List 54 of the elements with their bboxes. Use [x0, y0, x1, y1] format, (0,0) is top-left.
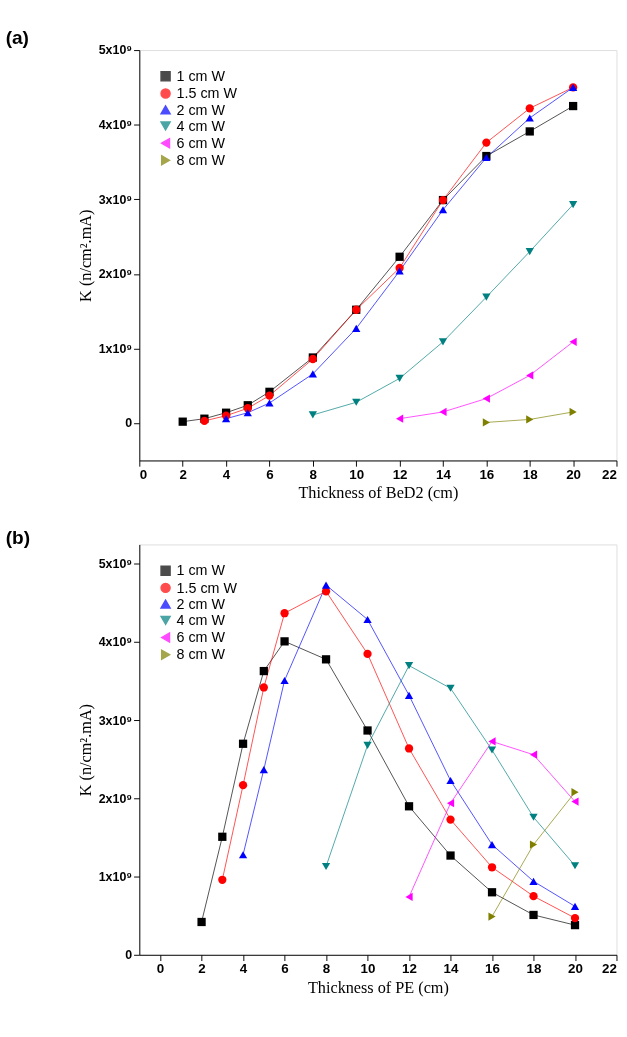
legend-label: 2 cm W: [176, 595, 226, 612]
legend-label: 1 cm W: [176, 68, 226, 85]
y-tick-label: 2x10⁹: [98, 267, 133, 282]
chart-title: (b): [5, 527, 31, 549]
x-tick-label: 4: [239, 961, 248, 977]
legend-label: 6 cm W: [176, 629, 226, 646]
legend-label: 1 cm W: [176, 562, 226, 579]
chart-title: (a): [5, 27, 29, 49]
x-axis-title: Thickness of PE (cm): [307, 978, 449, 997]
x-tick-label: 12: [392, 467, 408, 483]
x-tick-label: 18: [522, 467, 539, 483]
legend-label: 1.5 cm W: [176, 579, 238, 596]
y-tick-label: 0: [125, 416, 133, 431]
legend-label: 8 cm W: [176, 152, 226, 169]
legend-label: 4 cm W: [176, 117, 226, 134]
x-tick-label: 14: [436, 467, 452, 483]
y-tick-label: 1x10⁹: [98, 341, 133, 356]
y-axis-title: K (n/cm².mA): [77, 209, 96, 302]
legend-label: 2 cm W: [176, 101, 226, 118]
x-tick-label: 10: [349, 467, 365, 483]
x-tick-label: 16: [485, 961, 500, 977]
x-tick-label: 18: [526, 961, 542, 977]
x-tick-label: 0: [156, 961, 165, 977]
x-tick-label: 20: [566, 467, 582, 483]
x-tick-label: 6: [281, 961, 289, 977]
x-tick-label: 20: [568, 961, 583, 977]
x-tick-label: 8: [309, 467, 318, 483]
y-tick-label: 4x10⁹: [98, 118, 133, 133]
x-tick-label: 22: [602, 467, 617, 483]
y-tick-label: 5x10⁹: [98, 557, 133, 572]
legend-label: 8 cm W: [176, 646, 226, 663]
y-axis-title: K (n/cm².mA): [77, 703, 96, 797]
y-tick-label: 0: [125, 948, 133, 963]
legend-label: 4 cm W: [176, 612, 226, 629]
x-tick-label: 2: [198, 961, 206, 977]
x-tick-label: 16: [479, 467, 495, 483]
legend-label: 1.5 cm W: [176, 85, 238, 102]
x-tick-label: 0: [139, 467, 148, 483]
x-tick-label: 8: [322, 961, 331, 977]
x-tick-label: 4: [222, 467, 231, 483]
x-tick-label: 22: [602, 961, 617, 977]
y-tick-label: 1x10⁹: [98, 869, 133, 884]
y-tick-label: 4x10⁹: [98, 635, 133, 650]
y-tick-label: 2x10⁹: [98, 791, 133, 806]
y-tick-label: 3x10⁹: [98, 713, 133, 728]
x-tick-label: 2: [179, 467, 187, 483]
y-tick-label: 5x10⁹: [98, 43, 133, 58]
legend-label: 6 cm W: [176, 134, 226, 151]
x-tick-label: 14: [443, 961, 459, 977]
x-tick-label: 12: [402, 961, 417, 977]
x-tick-label: 10: [360, 961, 376, 977]
x-tick-label: 6: [266, 467, 274, 483]
y-tick-label: 3x10⁹: [98, 192, 133, 207]
x-axis-title: Thickness of BeD2 (cm): [298, 484, 459, 503]
